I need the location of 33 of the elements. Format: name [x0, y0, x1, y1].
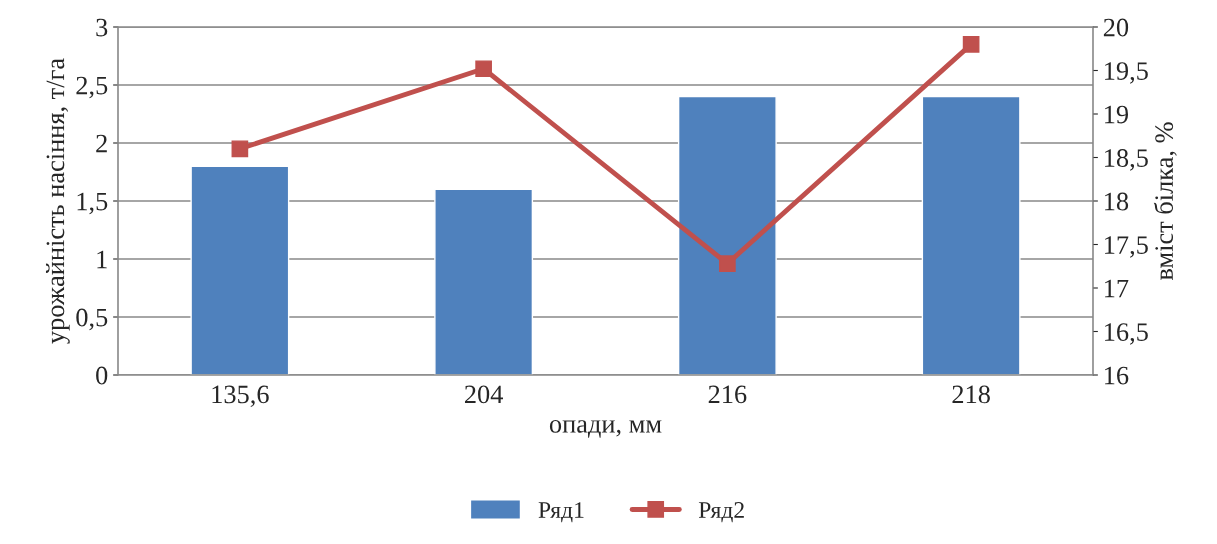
y2-tick-label: 19,5: [1105, 62, 1148, 84]
x-tick-label: 218: [952, 385, 990, 404]
y2-tick-label: 20: [1103, 18, 1129, 37]
y-tick-label: 0,5: [76, 308, 108, 331]
y2-tick-label: 17: [1105, 279, 1129, 298]
y2-tick-label: 19: [1105, 105, 1129, 124]
y-axis-title: урожайність насіння, т/га: [45, 58, 70, 344]
bar: [190, 165, 290, 375]
y-tick-label: 2: [96, 134, 107, 153]
y2-tick-label: 17,5: [1105, 236, 1148, 258]
point: [231, 140, 249, 158]
legend-label: Ряд2: [698, 502, 744, 523]
y-tick-label: 1,5: [77, 192, 108, 215]
y2-tick-label: 16,5: [1105, 323, 1148, 345]
bar: [434, 188, 534, 375]
y2-axis-title: вміст білка, %: [1153, 122, 1177, 281]
x-tick-label: 135,6: [212, 385, 269, 408]
y2-tick-label: 16: [1105, 366, 1129, 385]
point: [719, 255, 736, 272]
bar: [677, 95, 777, 375]
x-tick-label: 204: [464, 385, 503, 404]
legend-label: Ряд1: [538, 502, 584, 523]
y-tick-label: 3: [96, 18, 108, 37]
y-tick-label: 1: [97, 250, 107, 269]
y-tick-label: 2,5: [76, 76, 108, 99]
y-tick-label: 0: [96, 366, 108, 385]
point: [475, 60, 492, 78]
x-axis-title: опади, мм: [549, 420, 662, 438]
y2-tick-label: 18,5: [1105, 149, 1148, 171]
point: [962, 36, 980, 53]
y2-tick-label: 18: [1105, 192, 1129, 211]
bar: [921, 95, 1021, 375]
x-tick-label: 216: [708, 385, 747, 404]
